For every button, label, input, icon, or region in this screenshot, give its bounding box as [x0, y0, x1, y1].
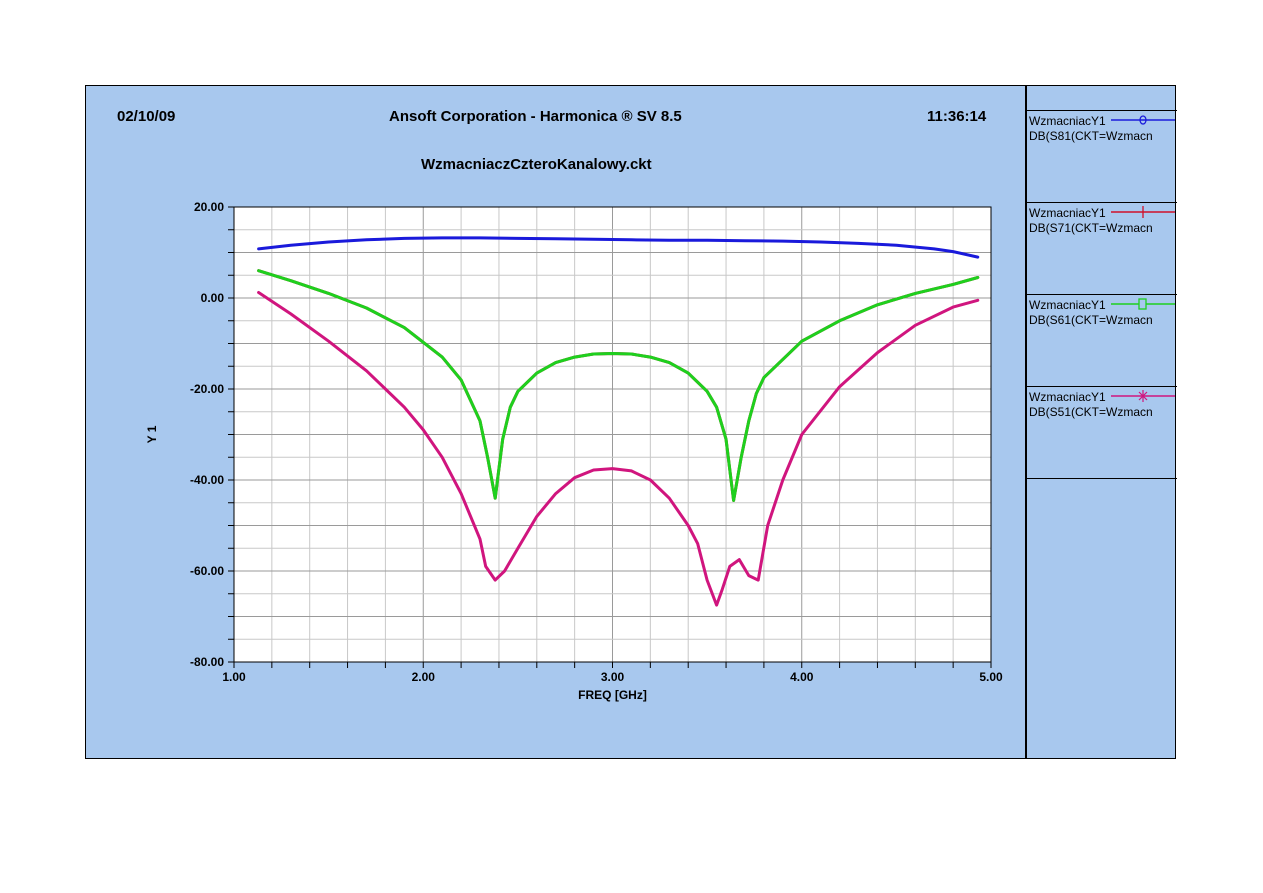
legend-expression: DB(S61(CKT=Wzmacn [1029, 313, 1153, 327]
circuit-filename: WzmacniaczCzteroKanalowy.ckt [421, 156, 652, 173]
x-tick-label: 4.00 [790, 670, 814, 684]
y-tick-label: -80.00 [190, 655, 224, 669]
plot-time: 11:36:14 [927, 108, 987, 125]
x-tick-label: 5.00 [979, 670, 1003, 684]
legend-curve-name: WzmacniacY1 [1029, 206, 1106, 220]
y-tick-label: 0.00 [201, 291, 225, 305]
legend-entry-s61[interactable]: WzmacniacY1 DB(S61(CKT=Wzmacn [1027, 294, 1177, 386]
x-tick-label: 2.00 [412, 670, 436, 684]
series-line-3 [257, 269, 980, 502]
line-chart: 20.00 0.00 -20.00 -40.00 -60.00 -80.001.00 2.0… [145, 200, 1003, 702]
x-axis-label: FREQ [GHz] [578, 688, 647, 702]
legend-entry-s81[interactable]: WzmacniacY1 DB(S81(CKT=Wzmacn [1027, 110, 1177, 202]
legend-entry-s71[interactable]: WzmacniacY1 DB(S71(CKT=Wzmacn [1027, 202, 1177, 294]
y-tick-label: -20.00 [190, 382, 224, 396]
legend-divider [1027, 478, 1177, 479]
circle-icon [1111, 115, 1175, 125]
x-tick-label: 3.00 [601, 670, 625, 684]
series-line-4 [257, 291, 980, 607]
y-tick-label: -60.00 [190, 564, 224, 578]
legend-curve-name: WzmacniacY1 [1029, 114, 1106, 128]
plot-window: 02/10/09 Ansoft Corporation - Harmonica … [85, 85, 1177, 759]
legend-curve-name: WzmacniacY1 [1029, 390, 1106, 404]
plot-title: Ansoft Corporation - Harmonica ® SV 8.5 [389, 108, 682, 125]
series-line-1 [257, 236, 980, 259]
x-tick-label: 1.00 [222, 670, 246, 684]
legend-entry-s51[interactable]: WzmacniacY1 DB(S51(CKT=Wzmacn [1027, 386, 1177, 478]
y-tick-label: 20.00 [194, 200, 224, 214]
y-tick-label: -40.00 [190, 473, 224, 487]
legend-expression: DB(S81(CKT=Wzmacn [1029, 129, 1153, 143]
asterisk-icon [1111, 390, 1175, 402]
legend-expression: DB(S51(CKT=Wzmacn [1029, 405, 1153, 419]
vertical-bar-icon [1111, 206, 1175, 218]
square-icon [1111, 298, 1175, 310]
plot-date: 02/10/09 [117, 108, 176, 125]
legend-expression: DB(S71(CKT=Wzmacn [1029, 221, 1153, 235]
y-axis-label: Y 1 [145, 425, 159, 443]
legend-panel: WzmacniacY1 DB(S81(CKT=Wzmacn WzmacniacY… [1025, 85, 1177, 759]
legend-curve-name: WzmacniacY1 [1029, 298, 1106, 312]
